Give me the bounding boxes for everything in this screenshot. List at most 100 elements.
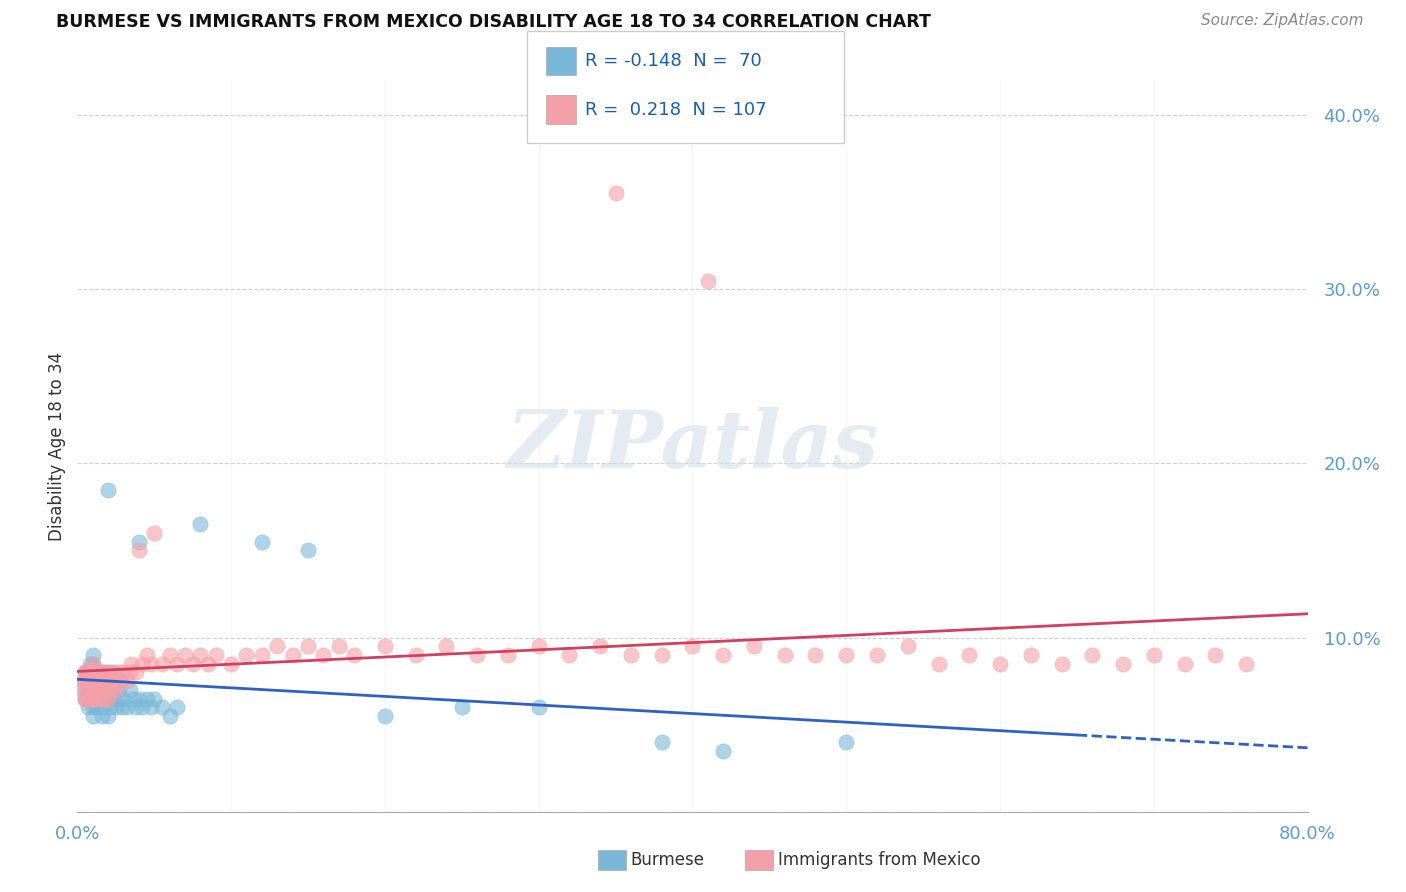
Point bbox=[90, 691, 114, 706]
Point bbox=[558, 648, 581, 662]
Point bbox=[77, 700, 100, 714]
Point bbox=[83, 682, 105, 697]
Point bbox=[166, 700, 188, 714]
Point bbox=[90, 709, 114, 723]
Point bbox=[79, 657, 101, 671]
Point bbox=[82, 674, 104, 689]
Point bbox=[527, 640, 550, 654]
Point bbox=[436, 640, 458, 654]
Text: R = -0.148  N =  70: R = -0.148 N = 70 bbox=[585, 52, 762, 70]
Point bbox=[988, 657, 1011, 671]
Point bbox=[1081, 648, 1104, 662]
Point bbox=[197, 657, 219, 671]
Point bbox=[98, 674, 121, 689]
Text: Immigrants from Mexico: Immigrants from Mexico bbox=[778, 851, 980, 869]
Point bbox=[125, 700, 148, 714]
Point bbox=[82, 700, 104, 714]
Point bbox=[82, 665, 104, 680]
Point bbox=[1050, 657, 1073, 671]
Point bbox=[100, 665, 122, 680]
Point bbox=[343, 648, 366, 662]
Point bbox=[83, 674, 105, 689]
Point bbox=[101, 674, 124, 689]
Point bbox=[328, 640, 350, 654]
Point bbox=[73, 674, 96, 689]
Point bbox=[79, 691, 101, 706]
Point bbox=[73, 691, 96, 706]
Point bbox=[159, 709, 181, 723]
Point bbox=[711, 648, 734, 662]
Point bbox=[742, 640, 765, 654]
Point bbox=[73, 665, 96, 680]
Point bbox=[80, 665, 103, 680]
Point bbox=[77, 682, 100, 697]
Point bbox=[96, 682, 118, 697]
Point bbox=[804, 648, 827, 662]
Point bbox=[73, 674, 96, 689]
Point bbox=[143, 526, 166, 541]
Point bbox=[89, 682, 111, 697]
Text: ZIPatlas: ZIPatlas bbox=[506, 408, 879, 484]
Point bbox=[86, 674, 108, 689]
Point bbox=[835, 735, 858, 749]
Point bbox=[204, 648, 226, 662]
Point bbox=[76, 691, 98, 706]
Point bbox=[527, 700, 550, 714]
Point bbox=[115, 674, 138, 689]
Point bbox=[866, 648, 889, 662]
Point bbox=[1204, 648, 1226, 662]
Point bbox=[696, 274, 718, 288]
Point bbox=[128, 691, 150, 706]
Point bbox=[72, 674, 94, 689]
Point bbox=[100, 682, 122, 697]
Point bbox=[94, 691, 117, 706]
Point bbox=[897, 640, 920, 654]
Point bbox=[97, 483, 120, 497]
Text: R =  0.218  N = 107: R = 0.218 N = 107 bbox=[585, 101, 766, 119]
Point bbox=[682, 640, 704, 654]
Point bbox=[93, 674, 115, 689]
Point bbox=[159, 648, 181, 662]
Point bbox=[374, 709, 396, 723]
Point bbox=[94, 674, 117, 689]
Point bbox=[76, 674, 98, 689]
Point bbox=[1143, 648, 1166, 662]
Point bbox=[86, 682, 108, 697]
Point bbox=[219, 657, 242, 671]
Point bbox=[105, 674, 128, 689]
Point bbox=[82, 709, 104, 723]
Point bbox=[266, 640, 288, 654]
Point bbox=[110, 674, 132, 689]
Point bbox=[93, 665, 115, 680]
Point bbox=[141, 700, 163, 714]
Point bbox=[79, 674, 101, 689]
Point bbox=[103, 674, 125, 689]
Point bbox=[112, 665, 135, 680]
Point bbox=[928, 657, 950, 671]
Point bbox=[97, 691, 120, 706]
Point bbox=[73, 682, 96, 697]
Point bbox=[79, 665, 101, 680]
Point bbox=[143, 691, 166, 706]
Point bbox=[96, 682, 118, 697]
Point bbox=[128, 534, 150, 549]
Y-axis label: Disability Age 18 to 34: Disability Age 18 to 34 bbox=[48, 351, 66, 541]
Point bbox=[97, 674, 120, 689]
Point bbox=[84, 665, 107, 680]
Point bbox=[97, 691, 120, 706]
Point bbox=[110, 674, 132, 689]
Point bbox=[93, 700, 115, 714]
Point bbox=[773, 648, 796, 662]
Point bbox=[73, 691, 96, 706]
Point bbox=[82, 648, 104, 662]
Point bbox=[297, 640, 319, 654]
Point bbox=[150, 657, 173, 671]
Point bbox=[97, 709, 120, 723]
Point bbox=[104, 700, 127, 714]
Point bbox=[188, 648, 212, 662]
Point bbox=[405, 648, 427, 662]
Point bbox=[94, 665, 117, 680]
Point bbox=[70, 682, 93, 697]
Point bbox=[104, 682, 127, 697]
Point bbox=[84, 682, 107, 697]
